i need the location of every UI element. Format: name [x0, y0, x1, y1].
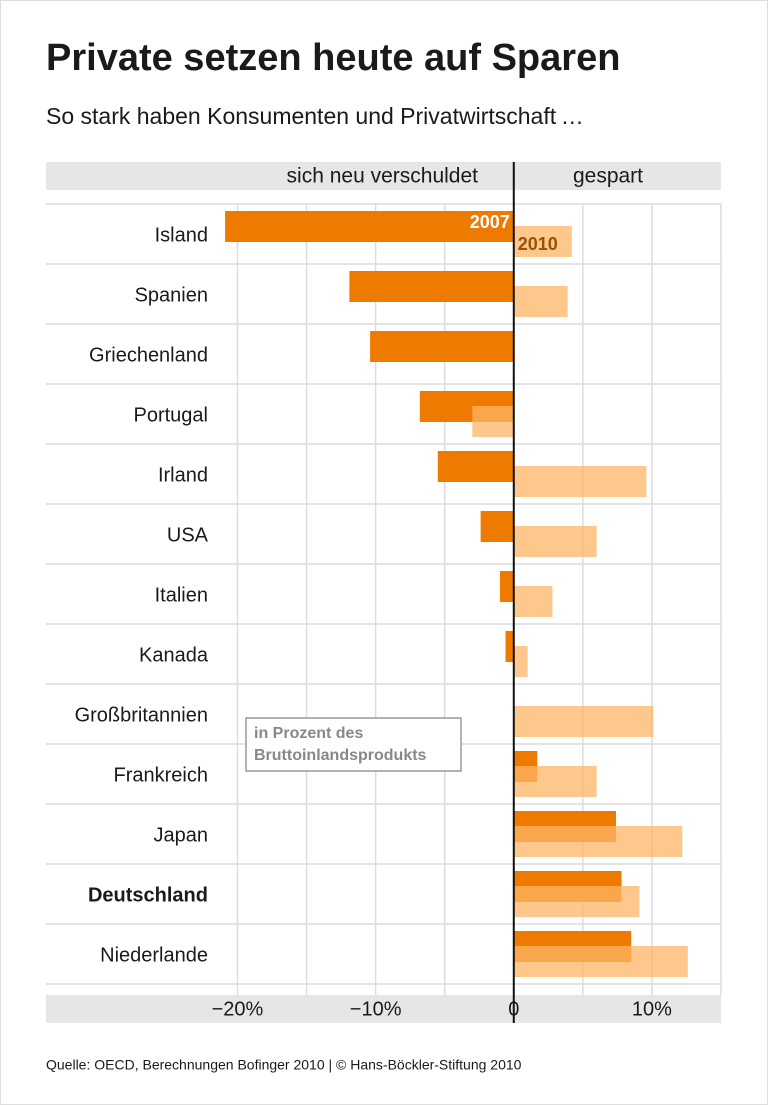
- header-band: [46, 162, 721, 190]
- bar: [513, 946, 688, 977]
- category-label: Island: [155, 224, 208, 246]
- bar: [513, 586, 553, 617]
- chart-subtitle: So stark haben Konsumenten und Privatwir…: [46, 103, 584, 129]
- header-right: gespart: [573, 165, 643, 188]
- category-label: Japan: [154, 824, 209, 846]
- category-label: Portugal: [134, 404, 209, 426]
- category-label: Großbritannien: [75, 704, 208, 726]
- category-label: Frankreich: [114, 764, 208, 786]
- category-label: Spanien: [135, 284, 208, 306]
- bar: [513, 766, 597, 797]
- category-label: Niederlande: [100, 944, 208, 966]
- category-label: Griechenland: [89, 344, 208, 366]
- axis-band: [46, 995, 721, 1023]
- bar: [513, 466, 647, 497]
- bar: [513, 286, 568, 317]
- bar: [513, 646, 528, 677]
- x-tick-label: −10%: [350, 998, 402, 1020]
- bar: [513, 706, 654, 737]
- header-left: sich neu verschuldet: [287, 165, 479, 188]
- annotation: in Prozent des: [254, 725, 363, 742]
- legend-label: 2007: [470, 212, 510, 232]
- category-label: Kanada: [139, 644, 209, 666]
- bar: [472, 406, 514, 437]
- bar: [499, 571, 514, 602]
- source: Quelle: OECD, Berechnungen Bofinger 2010…: [46, 1057, 522, 1073]
- category-label: USA: [167, 524, 209, 546]
- bar: [480, 511, 514, 542]
- annotation-box: [245, 717, 462, 772]
- bar: [513, 826, 683, 857]
- bar: [513, 526, 597, 557]
- bar: [225, 211, 514, 242]
- bar: [370, 331, 514, 362]
- x-tick-label: −20%: [212, 998, 264, 1020]
- category-label: Deutschland: [88, 884, 208, 906]
- x-tick-label: 10%: [632, 998, 672, 1020]
- category-label: Italien: [155, 584, 208, 606]
- legend-label: 2010: [518, 234, 558, 254]
- category-label: Irland: [158, 464, 208, 486]
- annotation: Bruttoinlandsprodukts: [254, 747, 427, 764]
- bar: [505, 631, 514, 662]
- bar: [513, 226, 572, 257]
- bar: [437, 451, 514, 482]
- bar: [513, 886, 640, 917]
- chart-title: Private setzen heute auf Sparen: [46, 37, 620, 79]
- bar: [349, 271, 514, 302]
